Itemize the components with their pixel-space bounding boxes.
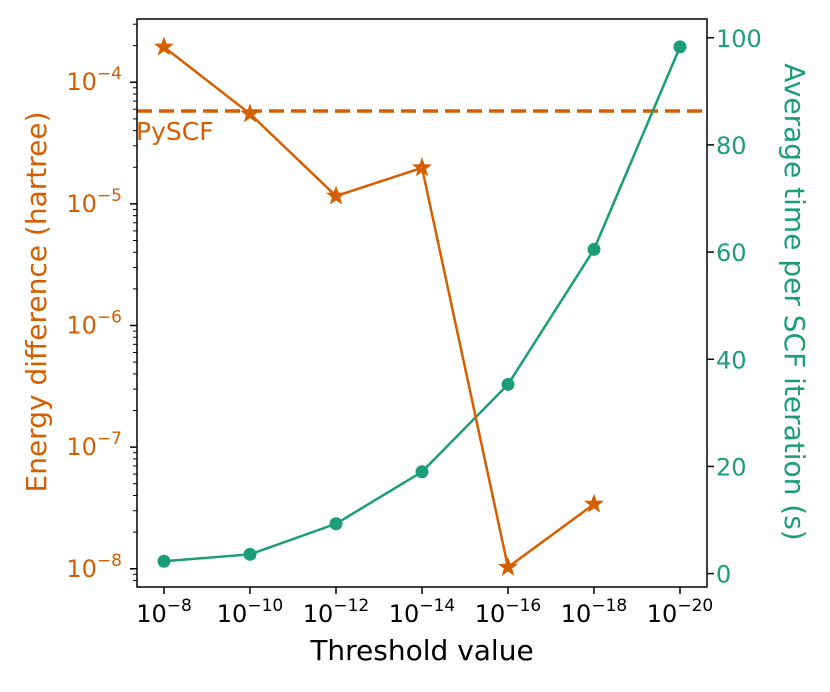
time-point: [501, 377, 515, 391]
right-tick-label: 80: [716, 132, 747, 160]
time-point: [157, 554, 171, 568]
x-tick-label: 10−12: [303, 596, 369, 628]
axes: 10−8 10−7 10−6 10−5 10−4 0 20 40 60 80 100 10−8 10−1…: [66, 18, 762, 628]
x-tick-label: 10−10: [217, 596, 283, 628]
right-tick-label: 0: [716, 561, 731, 589]
left-tick-label: 10−8: [66, 551, 122, 583]
x-tick-label: 10−20: [647, 596, 713, 628]
left-tick-label: 10−4: [66, 64, 122, 96]
x-tick-label: 10−16: [475, 596, 541, 628]
time-point: [415, 465, 429, 479]
energy-point: [498, 556, 518, 576]
right-tick-label: 40: [716, 346, 747, 374]
x-tick-label: 10−18: [561, 596, 627, 628]
time-point: [243, 547, 257, 561]
time-point: [587, 242, 601, 256]
right-tick-label: 60: [716, 239, 747, 267]
energy-point: [412, 157, 432, 177]
right-tick-label: 100: [716, 25, 762, 53]
energy-point: [154, 36, 174, 56]
x-axis-label: Threshold value: [309, 634, 533, 667]
time-point: [329, 517, 343, 531]
plot-area: [137, 36, 707, 576]
left-tick-label: 10−5: [66, 186, 122, 218]
time-point: [673, 40, 687, 54]
energy-point: [326, 185, 346, 205]
x-tick-label: 10−14: [389, 596, 455, 628]
time-series-line: [163, 46, 682, 563]
energy-point: [240, 103, 260, 123]
left-axis-label: Energy difference (hartree): [20, 112, 53, 493]
energy-point: [584, 493, 604, 513]
x-tick-label: 10−8: [136, 596, 192, 628]
pyscf-reference-label: PySCF: [136, 117, 214, 146]
energy-series-line: [163, 45, 595, 570]
right-axis-label: Average time per SCF iteration (s): [778, 63, 811, 540]
left-tick-label: 10−6: [66, 308, 122, 340]
left-tick-label: 10−7: [66, 429, 122, 461]
plot-frame: [136, 18, 708, 588]
right-tick-label: 20: [716, 453, 747, 481]
